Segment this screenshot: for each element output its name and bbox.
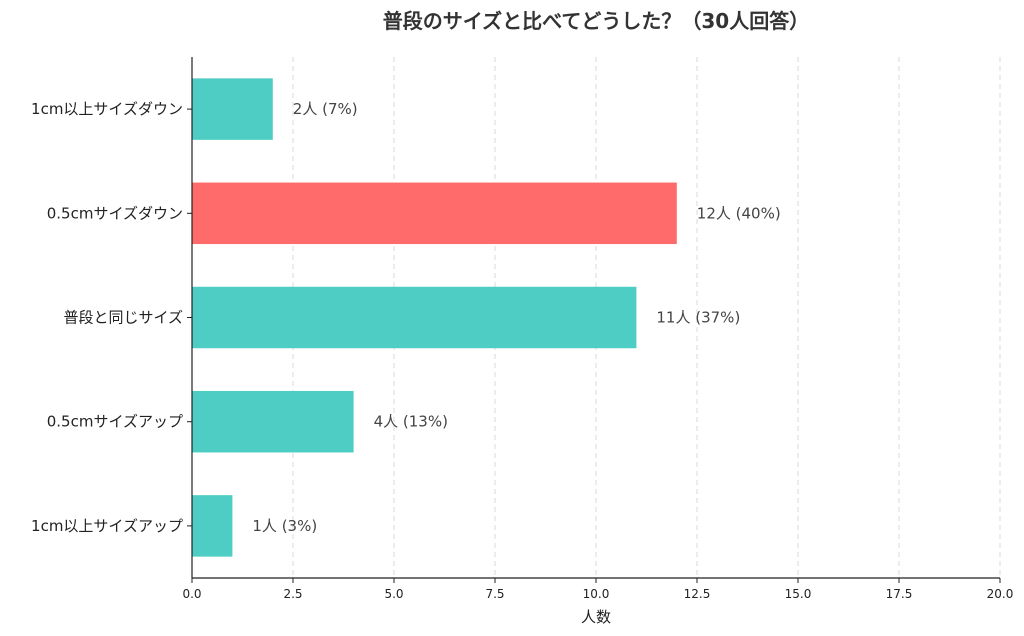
x-axis-label: 人数: [581, 608, 611, 626]
bar-data-label: 11人 (37%): [656, 309, 740, 327]
x-tick-label: 10.0: [583, 587, 610, 601]
bar: [192, 390, 354, 453]
x-tick-label: 15.0: [785, 587, 812, 601]
x-tick-label: 5.0: [384, 587, 403, 601]
y-category-label: 0.5cmサイズダウン: [47, 204, 183, 222]
data-labels: 2人 (7%) 12人 (40%) 11人 (37%) 4人 (13%) 1人 (3%): [252, 100, 780, 535]
bar: [192, 182, 677, 245]
x-tick-label: 12.5: [684, 587, 711, 601]
x-axis-tick-labels: 0.0 2.5 5.0 7.5 10.0 12.5 15.0 17.5 20.0: [182, 578, 1013, 601]
x-tick-label: 17.5: [886, 587, 913, 601]
grid-lines: [292, 57, 1001, 578]
y-category-label: 1cm以上サイズアップ: [31, 517, 183, 535]
y-category-label: 0.5cmサイズアップ: [47, 413, 183, 431]
bar-data-label: 4人 (13%): [374, 413, 448, 431]
y-category-label: 1cm以上サイズダウン: [31, 100, 183, 118]
bars: [192, 78, 677, 557]
x-tick-label: 0.0: [182, 587, 201, 601]
y-category-label: 普段と同じサイズ: [63, 309, 183, 327]
x-tick-label: 20.0: [987, 587, 1014, 601]
x-tick-label: 2.5: [283, 587, 302, 601]
chart-title: 普段のサイズと比べてどうした？（30人回答）: [383, 9, 809, 33]
x-tick-label: 7.5: [485, 587, 504, 601]
bar: [192, 286, 637, 349]
bar: [192, 78, 273, 140]
bar-data-label: 12人 (40%): [697, 204, 781, 222]
bar: [192, 495, 233, 557]
bar-data-label: 2人 (7%): [293, 100, 358, 118]
bar-data-label: 1人 (3%): [252, 517, 317, 535]
